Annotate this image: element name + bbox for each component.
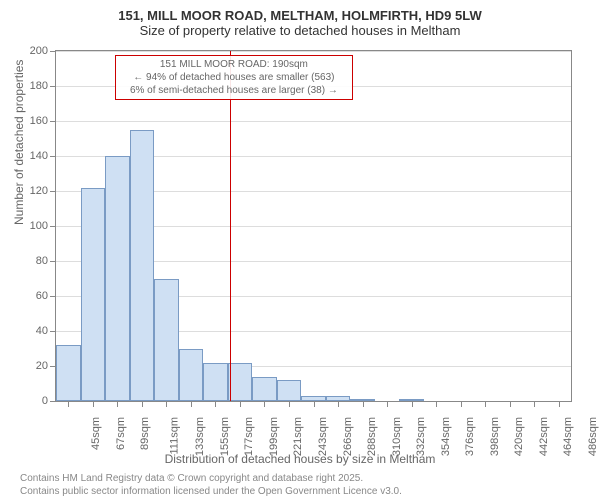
plot-area: 02040608010012014016018020045sqm67sqm89s… bbox=[55, 50, 572, 402]
x-tick bbox=[68, 401, 69, 407]
x-tick bbox=[559, 401, 560, 407]
y-tick-label: 180 bbox=[30, 80, 56, 92]
x-tick-label: 420sqm bbox=[513, 417, 525, 456]
histogram-bar bbox=[277, 380, 302, 401]
histogram-bar bbox=[105, 156, 130, 401]
histogram-bar bbox=[252, 377, 277, 402]
x-tick bbox=[264, 401, 265, 407]
footer-text: Contains HM Land Registry data © Crown c… bbox=[20, 472, 402, 498]
y-tick-label: 160 bbox=[30, 115, 56, 127]
x-tick bbox=[338, 401, 339, 407]
histogram-bar bbox=[81, 188, 106, 402]
x-tick bbox=[461, 401, 462, 407]
x-tick bbox=[314, 401, 315, 407]
y-axis-title: Number of detached properties bbox=[12, 60, 26, 225]
x-tick-label: 111sqm bbox=[168, 417, 180, 455]
footer-line-2: Contains public sector information licen… bbox=[20, 485, 402, 498]
histogram-bar bbox=[130, 130, 155, 401]
footer-line-1: Contains HM Land Registry data © Crown c… bbox=[20, 472, 402, 485]
x-tick bbox=[191, 401, 192, 407]
x-tick bbox=[93, 401, 94, 407]
y-tick-label: 100 bbox=[30, 220, 56, 232]
x-tick bbox=[142, 401, 143, 407]
chart-container: 151, MILL MOOR ROAD, MELTHAM, HOLMFIRTH,… bbox=[0, 0, 600, 500]
y-tick-label: 200 bbox=[30, 45, 56, 57]
x-tick-label: 199sqm bbox=[268, 417, 280, 456]
x-tick bbox=[485, 401, 486, 407]
x-tick-label: 266sqm bbox=[342, 417, 354, 456]
annotation-line-2: ← 94% of detached houses are smaller (56… bbox=[120, 71, 348, 84]
gridline bbox=[56, 51, 571, 52]
x-tick-label: 486sqm bbox=[587, 417, 599, 456]
x-tick bbox=[387, 401, 388, 407]
histogram-bar bbox=[179, 349, 204, 402]
x-tick-label: 332sqm bbox=[415, 417, 427, 456]
y-tick-label: 140 bbox=[30, 150, 56, 162]
x-tick-label: 45sqm bbox=[90, 417, 102, 450]
chart-title-main: 151, MILL MOOR ROAD, MELTHAM, HOLMFIRTH,… bbox=[0, 0, 600, 23]
x-tick-label: 442sqm bbox=[538, 417, 550, 456]
y-tick-label: 0 bbox=[42, 395, 56, 407]
x-tick-label: 221sqm bbox=[293, 417, 305, 456]
y-tick-label: 80 bbox=[36, 255, 56, 267]
x-tick-label: 89sqm bbox=[139, 417, 151, 450]
x-tick bbox=[363, 401, 364, 407]
x-tick-label: 155sqm bbox=[219, 417, 231, 456]
x-tick bbox=[510, 401, 511, 407]
x-tick bbox=[240, 401, 241, 407]
y-tick-label: 120 bbox=[30, 185, 56, 197]
y-tick-label: 40 bbox=[36, 325, 56, 337]
x-tick-label: 67sqm bbox=[115, 417, 127, 450]
x-tick bbox=[436, 401, 437, 407]
y-tick-label: 60 bbox=[36, 290, 56, 302]
x-tick bbox=[166, 401, 167, 407]
x-tick-label: 133sqm bbox=[194, 417, 206, 456]
chart-title-sub: Size of property relative to detached ho… bbox=[0, 23, 600, 40]
x-tick-label: 398sqm bbox=[489, 417, 501, 456]
histogram-bar bbox=[203, 363, 228, 402]
y-tick-label: 20 bbox=[36, 360, 56, 372]
histogram-bar bbox=[228, 363, 253, 402]
histogram-bar bbox=[154, 279, 179, 402]
x-tick bbox=[534, 401, 535, 407]
marker-line bbox=[230, 51, 231, 401]
x-tick-label: 354sqm bbox=[440, 417, 452, 456]
x-tick bbox=[289, 401, 290, 407]
annotation-line-3: 6% of semi-detached houses are larger (3… bbox=[120, 84, 348, 97]
annotation-box: 151 MILL MOOR ROAD: 190sqm← 94% of detac… bbox=[115, 55, 353, 100]
gridline bbox=[56, 121, 571, 122]
x-tick-label: 177sqm bbox=[244, 417, 256, 456]
x-tick bbox=[412, 401, 413, 407]
x-tick-label: 376sqm bbox=[464, 417, 476, 456]
histogram-bar bbox=[56, 345, 81, 401]
x-axis-title: Distribution of detached houses by size … bbox=[0, 452, 600, 466]
x-tick-label: 243sqm bbox=[317, 417, 329, 456]
x-tick-label: 464sqm bbox=[562, 417, 574, 456]
annotation-line-1: 151 MILL MOOR ROAD: 190sqm bbox=[120, 58, 348, 71]
x-tick-label: 310sqm bbox=[391, 417, 403, 456]
x-tick bbox=[215, 401, 216, 407]
x-tick bbox=[117, 401, 118, 407]
x-tick-label: 288sqm bbox=[366, 417, 378, 456]
